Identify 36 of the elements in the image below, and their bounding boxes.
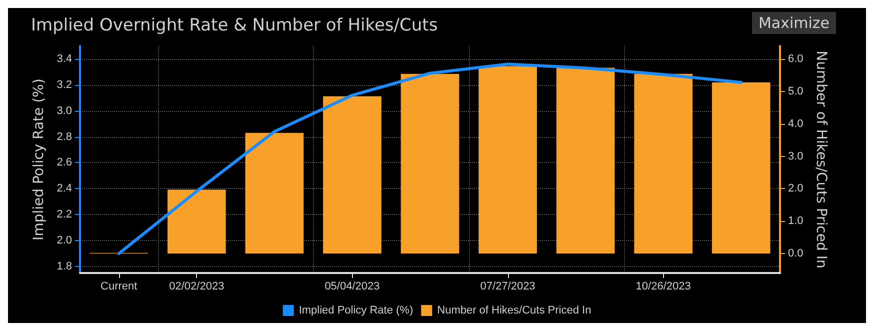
x-tick-label: Current — [100, 280, 138, 292]
y-tick-label: 2.2 — [56, 208, 72, 221]
y2-tick-label: 3.0 — [788, 150, 804, 162]
bar — [556, 68, 615, 254]
bar — [400, 74, 460, 254]
x-tick-label: 02/02/2023 — [169, 280, 224, 292]
bar — [245, 132, 304, 254]
legend-label: Implied Policy Rate (%) — [298, 304, 414, 316]
bar — [168, 190, 226, 254]
x-tick-label: 07/27/2023 — [480, 280, 536, 292]
y-tick-label: 1.8 — [56, 260, 72, 273]
bar — [634, 74, 692, 254]
bar — [712, 82, 770, 254]
y2-tick-label: 4.0 — [788, 118, 804, 130]
y2-tick-label: 6.0 — [788, 52, 804, 65]
bar — [323, 96, 382, 254]
text: Maximize — [758, 14, 830, 32]
x-tick-label: 05/04/2023 — [324, 280, 380, 292]
y-tick-label: 2.0 — [56, 234, 72, 247]
y2-axis-title: Number of Hikes/Cuts Priced In — [813, 50, 830, 268]
y-tick-label: 2.6 — [56, 156, 72, 169]
y2-tick-label: 2.0 — [788, 182, 804, 195]
y2-tick-label: 1.0 — [788, 215, 804, 228]
bar — [478, 66, 537, 254]
line-series — [117, 62, 743, 256]
y-tick-label: 2.4 — [56, 182, 72, 195]
legend-label: Number of Hikes/Cuts Priced In — [437, 304, 592, 316]
chart-title: Implied Overnight Rate & Number of Hikes/Cuts — [31, 16, 438, 36]
y-tick-label: 3.4 — [56, 52, 72, 65]
y-tick-label: 2.8 — [56, 130, 72, 143]
y-axis-title: Implied Policy Rate (%) — [30, 78, 47, 240]
y2-tick-label: 0.0 — [788, 248, 804, 260]
y-tick-label: 3.0 — [56, 104, 72, 117]
x-tick-label: 10/26/2023 — [636, 280, 691, 292]
y-tick-label: 3.2 — [56, 78, 72, 91]
y2-tick-label: 5.0 — [788, 85, 804, 98]
